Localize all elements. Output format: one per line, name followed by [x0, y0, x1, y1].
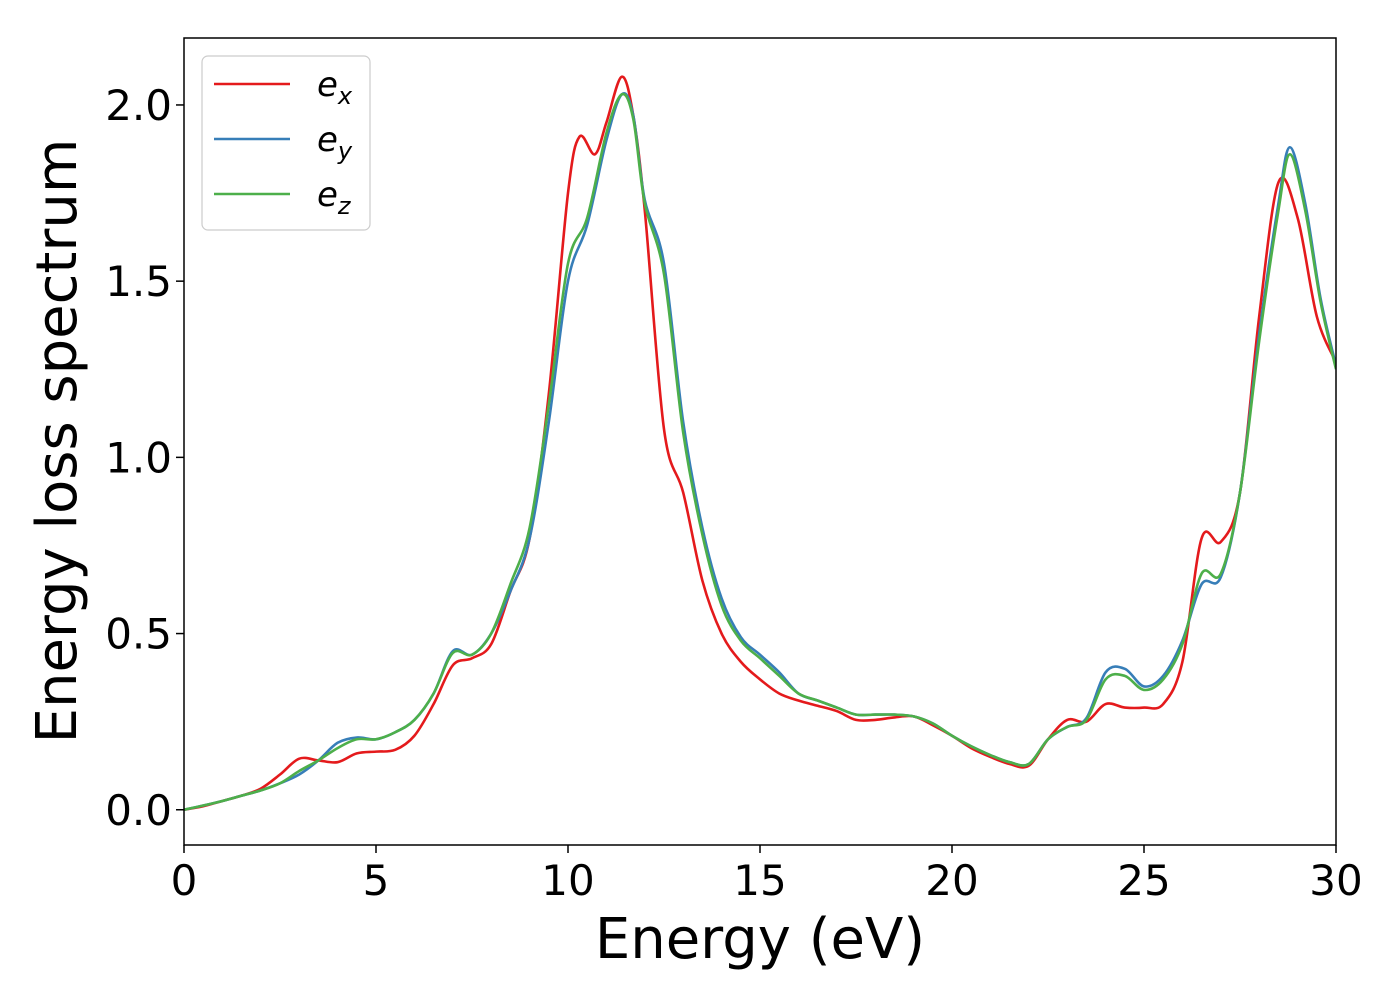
y-axis-title: Energy loss spectrum: [25, 139, 90, 744]
x-axis: 0 5 10 15 20 25 30: [171, 845, 1363, 905]
series-layer: [184, 75, 1336, 812]
x-tick-label: 25: [1117, 856, 1170, 905]
legend-box: [201, 55, 371, 231]
legend-label-x: ex: [317, 65, 353, 110]
x-tick-label: 20: [925, 856, 978, 905]
x-tick-label: 5: [363, 856, 390, 905]
series-line-x: [184, 75, 1336, 812]
y-tick-label: 2.0: [105, 81, 172, 130]
y-tick-label: 1.0: [105, 433, 172, 482]
y-tick-label: 0.5: [105, 610, 172, 659]
x-tick-label: 0: [171, 856, 198, 905]
series-line-z: [184, 92, 1336, 812]
x-tick-label: 15: [733, 856, 786, 905]
legend-label-z: ez: [317, 175, 352, 220]
x-tick-label: 30: [1309, 856, 1362, 905]
y-axis: 0.0 0.5 1.0 1.5 2.0: [105, 81, 184, 835]
x-axis-title: Energy (eV): [595, 907, 925, 972]
x-tick-label: 10: [541, 856, 594, 905]
legend-label-y: ey: [317, 120, 353, 165]
y-tick-label: 1.5: [105, 257, 172, 306]
legend: ex ey ez: [201, 55, 371, 231]
plot-area: [184, 38, 1336, 845]
y-tick-label: 0.0: [105, 786, 172, 835]
